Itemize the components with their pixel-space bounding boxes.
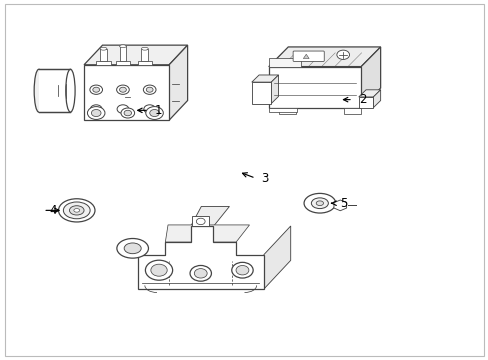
Circle shape [150, 264, 167, 276]
Circle shape [91, 109, 101, 117]
Text: 3: 3 [261, 172, 268, 185]
Polygon shape [251, 75, 278, 82]
Circle shape [121, 108, 134, 118]
Polygon shape [372, 90, 380, 108]
Bar [192, 216, 209, 226]
Ellipse shape [304, 193, 335, 213]
Circle shape [117, 105, 128, 113]
Bar [137, 60, 152, 65]
Ellipse shape [316, 201, 323, 206]
Ellipse shape [65, 69, 75, 112]
Ellipse shape [34, 69, 43, 112]
Text: 4: 4 [49, 204, 57, 217]
Polygon shape [264, 226, 290, 289]
Bar [100, 49, 107, 60]
Polygon shape [165, 225, 249, 242]
Polygon shape [268, 58, 301, 67]
Polygon shape [251, 82, 271, 104]
Circle shape [119, 87, 126, 92]
Circle shape [116, 85, 129, 94]
Circle shape [93, 87, 100, 92]
Polygon shape [84, 65, 169, 120]
Circle shape [190, 265, 211, 281]
Polygon shape [39, 69, 70, 112]
Ellipse shape [74, 208, 80, 212]
Circle shape [194, 269, 207, 278]
Ellipse shape [63, 202, 90, 219]
Circle shape [124, 110, 131, 116]
Polygon shape [190, 206, 229, 226]
Bar [119, 46, 126, 60]
Ellipse shape [119, 45, 126, 48]
Bar [344, 108, 361, 114]
Polygon shape [268, 108, 296, 112]
Circle shape [87, 107, 105, 120]
Text: 1: 1 [154, 104, 162, 117]
Circle shape [196, 218, 204, 225]
Polygon shape [268, 47, 380, 67]
Bar [278, 108, 295, 114]
Circle shape [90, 105, 102, 113]
Polygon shape [84, 45, 187, 65]
Polygon shape [358, 97, 372, 108]
Bar [96, 60, 111, 65]
Circle shape [143, 85, 156, 94]
Polygon shape [361, 47, 380, 108]
Ellipse shape [59, 199, 95, 222]
Polygon shape [271, 75, 278, 104]
Circle shape [231, 262, 253, 278]
Polygon shape [137, 226, 264, 289]
Bar [116, 60, 130, 65]
Bar [141, 49, 148, 60]
Ellipse shape [117, 238, 148, 258]
Ellipse shape [69, 206, 84, 215]
Ellipse shape [100, 47, 107, 50]
Ellipse shape [311, 198, 328, 208]
Circle shape [149, 109, 159, 117]
Circle shape [90, 85, 102, 94]
Text: 2: 2 [358, 93, 366, 106]
Text: 5: 5 [340, 197, 347, 210]
Polygon shape [358, 90, 380, 97]
Polygon shape [303, 54, 308, 59]
Circle shape [145, 260, 172, 280]
FancyBboxPatch shape [292, 51, 324, 62]
Circle shape [145, 107, 163, 120]
Circle shape [236, 265, 248, 275]
Polygon shape [268, 67, 361, 108]
Circle shape [143, 105, 155, 113]
Circle shape [336, 50, 349, 59]
Polygon shape [169, 45, 187, 120]
Ellipse shape [124, 243, 141, 254]
Ellipse shape [141, 47, 148, 50]
Circle shape [146, 87, 153, 92]
